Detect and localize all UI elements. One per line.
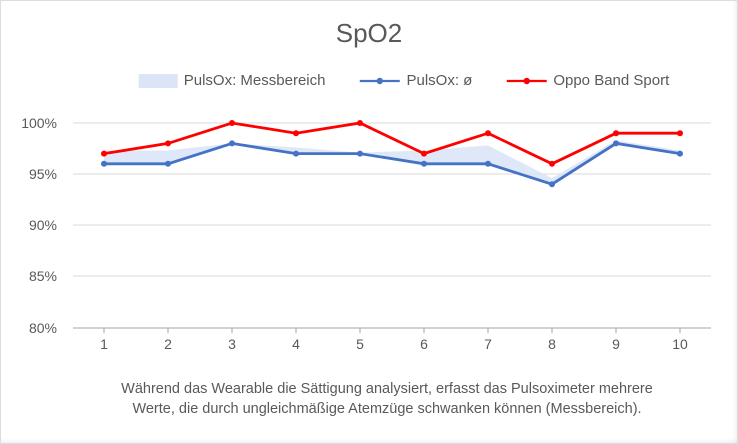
svg-text:80%: 80% <box>29 320 57 336</box>
svg-text:3: 3 <box>228 336 236 352</box>
svg-text:6: 6 <box>420 336 428 352</box>
svg-text:9: 9 <box>612 336 620 352</box>
svg-text:8: 8 <box>548 336 556 352</box>
svg-text:100%: 100% <box>21 115 57 131</box>
svg-text:95%: 95% <box>29 166 57 182</box>
svg-text:10: 10 <box>672 336 688 352</box>
svg-text:4: 4 <box>292 336 300 352</box>
svg-text:90%: 90% <box>29 217 57 233</box>
svg-text:85%: 85% <box>29 268 57 284</box>
svg-text:2: 2 <box>164 336 172 352</box>
svg-text:5: 5 <box>356 336 364 352</box>
svg-text:7: 7 <box>484 336 492 352</box>
svg-text:1: 1 <box>100 336 108 352</box>
